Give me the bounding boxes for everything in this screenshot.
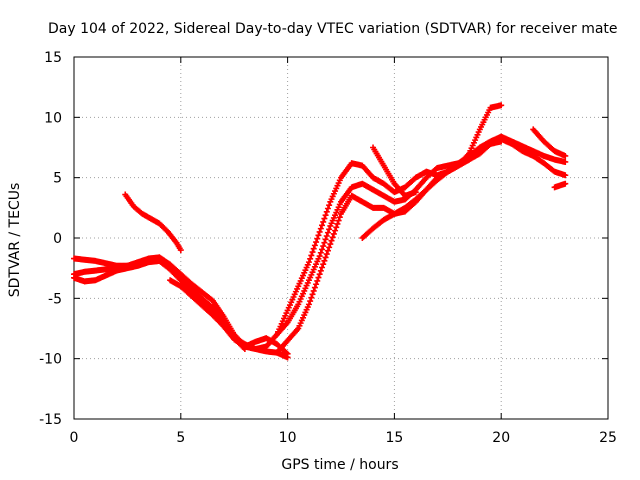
data-point (326, 226, 333, 233)
y-tick-label: 15 (44, 50, 62, 66)
data-point (307, 298, 314, 305)
y-tick-label: 0 (53, 231, 62, 247)
data-point (328, 237, 335, 244)
data-point (321, 239, 328, 246)
data-point (562, 152, 569, 159)
chart-title: Day 104 of 2022, Sidereal Day-to-day VTE… (48, 21, 618, 37)
data-point (324, 247, 331, 254)
data-point (320, 243, 327, 250)
x-tick-label: 5 (176, 430, 185, 446)
data-point (316, 253, 323, 260)
y-tick-label: 10 (44, 110, 62, 126)
data-point (315, 274, 322, 281)
data-point (324, 229, 331, 236)
data-point (307, 255, 314, 262)
data-point (335, 217, 342, 224)
data-point (321, 257, 328, 264)
series-track-4 (122, 191, 184, 254)
tick-marks (73, 56, 609, 420)
data-point (319, 264, 326, 271)
x-tick-label: 0 (70, 430, 79, 446)
data-point (311, 242, 318, 249)
y-tick-label: -15 (39, 412, 62, 428)
series-track-5 (167, 277, 291, 361)
data-point (323, 208, 330, 215)
y-tick-label: -10 (39, 352, 62, 368)
data-point (313, 239, 320, 246)
data-point (313, 281, 320, 288)
series-track-9 (359, 138, 505, 241)
data-point (317, 267, 324, 274)
data-point (327, 241, 334, 248)
data-point (314, 235, 321, 242)
data-point (330, 230, 337, 237)
data-point (336, 214, 343, 221)
data-point (308, 294, 315, 301)
x-tick-label: 25 (599, 430, 617, 446)
data-point (305, 259, 312, 266)
y-tick-label: 5 (53, 171, 62, 187)
y-tick-label: -5 (48, 291, 62, 307)
data-point (315, 232, 322, 239)
data-point (562, 172, 569, 179)
data-point (317, 249, 324, 256)
data-point (284, 354, 291, 361)
x-tick-label: 15 (385, 430, 403, 446)
series-track-11 (530, 126, 569, 159)
data-point (308, 252, 315, 259)
grid (74, 57, 608, 419)
data-point (317, 225, 324, 232)
data-point (322, 212, 329, 219)
data-point (412, 189, 419, 196)
data-point (324, 205, 331, 212)
x-tick-label: 10 (279, 430, 297, 446)
data-point (309, 291, 316, 298)
data-point (333, 224, 340, 231)
data-point (316, 271, 323, 278)
data-point (320, 218, 327, 225)
data-point (562, 180, 569, 187)
data-point (334, 220, 341, 227)
data-point (319, 246, 326, 253)
series-track-12 (551, 180, 569, 191)
data-point (322, 236, 329, 243)
data-point (332, 227, 339, 234)
data-point (329, 234, 336, 241)
y-axis-label: SDTVAR / TECUs (7, 183, 23, 298)
data-point (309, 249, 316, 256)
tick-labels: 0 5 10 15 20 25 -15 -10 -5 0 5 10 15 (39, 50, 617, 446)
data-point (177, 247, 184, 254)
data-point (326, 244, 333, 251)
x-axis-label: GPS time / hours (281, 457, 398, 473)
series-track-10 (370, 144, 419, 199)
data-point (310, 245, 317, 252)
data-point (498, 102, 505, 109)
data-point (311, 284, 318, 291)
data-point (321, 215, 328, 222)
data-point (314, 277, 321, 284)
data-point (310, 287, 317, 294)
data-point (562, 158, 569, 165)
data-point (322, 254, 329, 261)
data-point (319, 222, 326, 229)
data-point (316, 228, 323, 235)
data-point (320, 261, 327, 268)
data-point (498, 138, 505, 145)
data-series (71, 102, 569, 361)
data-point (323, 232, 330, 239)
data-point (326, 202, 333, 209)
data-point (323, 251, 330, 258)
x-tick-label: 20 (492, 430, 510, 446)
data-point (305, 301, 312, 308)
